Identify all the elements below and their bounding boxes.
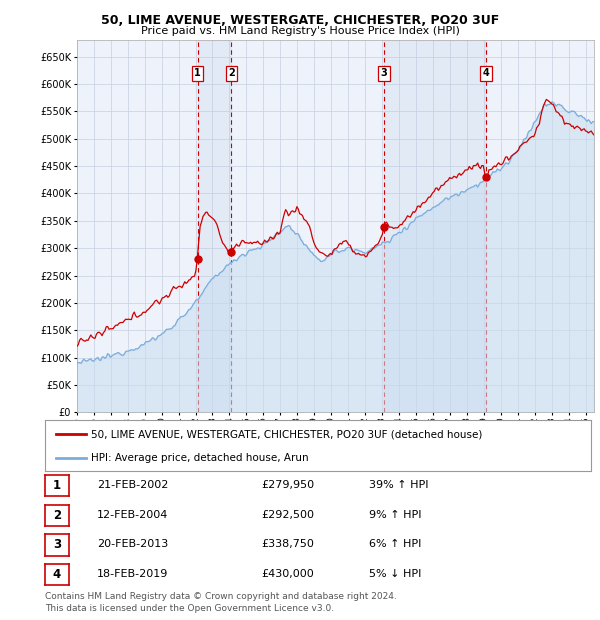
Text: HPI: Average price, detached house, Arun: HPI: Average price, detached house, Arun: [91, 453, 309, 464]
Text: 39% ↑ HPI: 39% ↑ HPI: [369, 480, 428, 490]
Text: 21-FEB-2002: 21-FEB-2002: [97, 480, 169, 490]
Bar: [197, 40, 232, 412]
Text: 3: 3: [380, 68, 388, 78]
Text: 2: 2: [53, 509, 61, 521]
Text: 4: 4: [482, 68, 489, 78]
Text: This data is licensed under the Open Government Licence v3.0.: This data is licensed under the Open Gov…: [45, 603, 334, 613]
Text: 6% ↑ HPI: 6% ↑ HPI: [369, 539, 421, 549]
Text: 18-FEB-2019: 18-FEB-2019: [97, 569, 169, 579]
Bar: [384, 40, 486, 412]
Text: 1: 1: [194, 68, 201, 78]
Text: Price paid vs. HM Land Registry's House Price Index (HPI): Price paid vs. HM Land Registry's House …: [140, 26, 460, 36]
Text: 4: 4: [53, 569, 61, 581]
Text: £292,500: £292,500: [261, 510, 314, 520]
Text: 50, LIME AVENUE, WESTERGATE, CHICHESTER, PO20 3UF: 50, LIME AVENUE, WESTERGATE, CHICHESTER,…: [101, 14, 499, 27]
Text: £430,000: £430,000: [261, 569, 314, 579]
Text: 1: 1: [53, 479, 61, 492]
Text: 2: 2: [228, 68, 235, 78]
Text: £338,750: £338,750: [261, 539, 314, 549]
Text: 12-FEB-2004: 12-FEB-2004: [97, 510, 169, 520]
Text: 9% ↑ HPI: 9% ↑ HPI: [369, 510, 421, 520]
Text: £279,950: £279,950: [261, 480, 314, 490]
Text: 3: 3: [53, 539, 61, 551]
Text: 50, LIME AVENUE, WESTERGATE, CHICHESTER, PO20 3UF (detached house): 50, LIME AVENUE, WESTERGATE, CHICHESTER,…: [91, 429, 483, 439]
Text: 20-FEB-2013: 20-FEB-2013: [97, 539, 169, 549]
Text: Contains HM Land Registry data © Crown copyright and database right 2024.: Contains HM Land Registry data © Crown c…: [45, 592, 397, 601]
Text: 5% ↓ HPI: 5% ↓ HPI: [369, 569, 421, 579]
